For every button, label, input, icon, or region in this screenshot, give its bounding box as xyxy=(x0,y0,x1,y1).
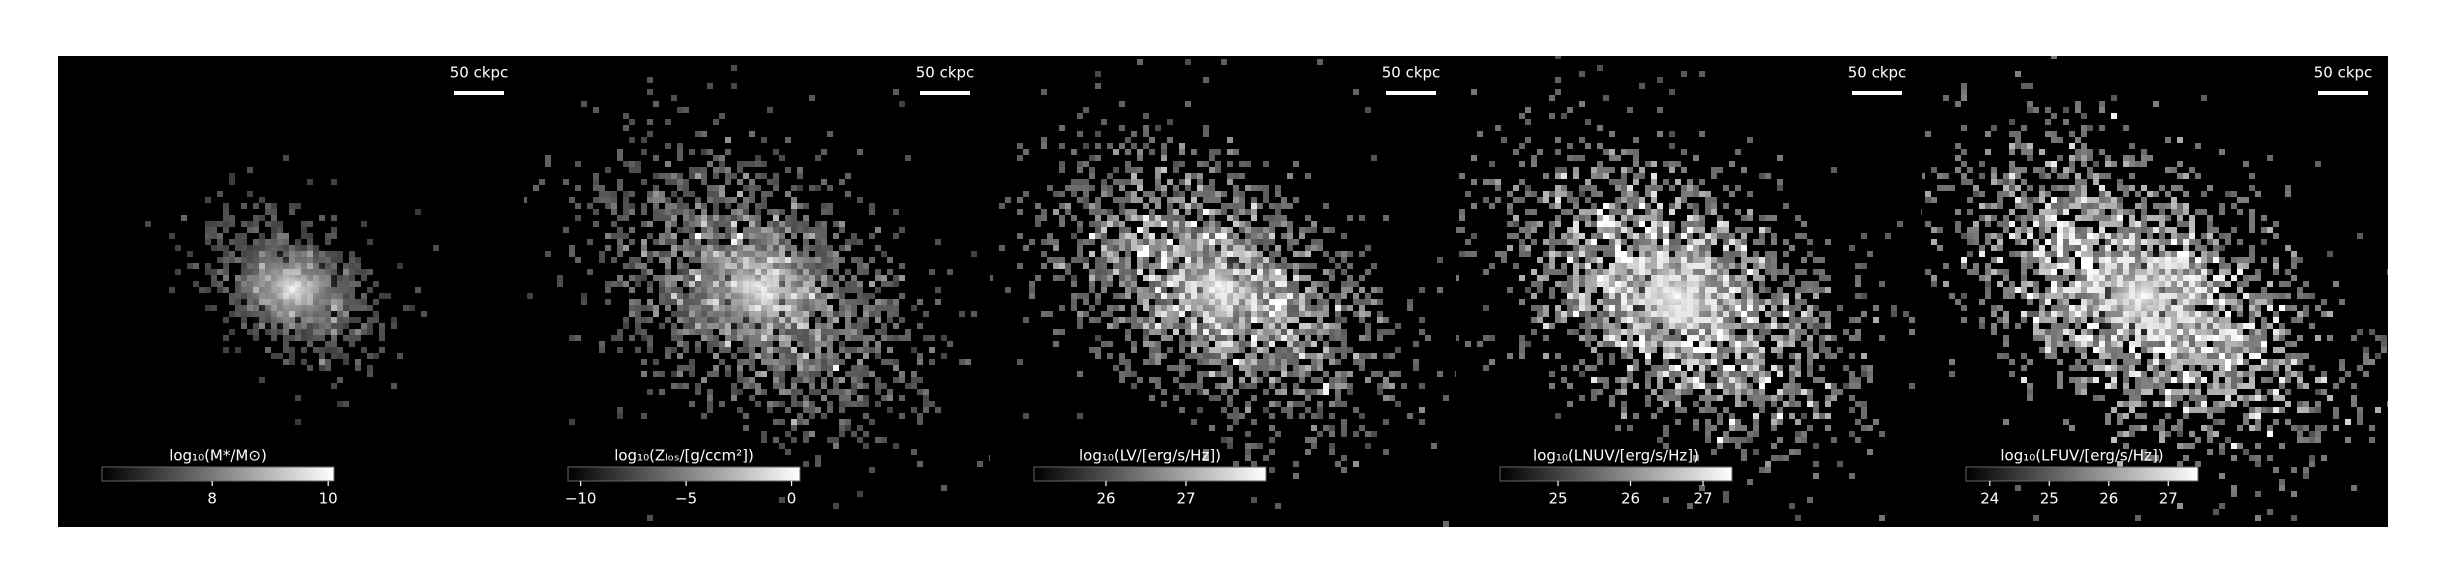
galaxy-image xyxy=(524,65,990,521)
panel: 50 ckpc log₁₀(LNUV/[erg/s/Hz]) 25 26 27 xyxy=(1456,56,1922,527)
galaxy-core xyxy=(1160,240,1280,336)
colorbar xyxy=(567,466,801,482)
panel: 50 ckpc log₁₀(M*/M⊙) 8 10 xyxy=(58,56,524,527)
colorbar-tick-label: 26 xyxy=(2099,490,2118,508)
scale-bar-label: 50 ckpc xyxy=(1848,64,1907,82)
colorbar-label: log₁₀(LV/[erg/s/Hz]) xyxy=(1079,447,1221,465)
colorbar-tick-label: 27 xyxy=(1693,490,1712,508)
colorbar-label: log₁₀(LFUV/[erg/s/Hz]) xyxy=(2000,447,2163,465)
panel: 50 ckpc log₁₀(LFUV/[erg/s/Hz]) 24 25 26 27 xyxy=(1922,56,2388,527)
colorbar-tick-label: 8 xyxy=(207,490,217,508)
colorbar-tick-label: 27 xyxy=(2159,490,2178,508)
galaxy-core xyxy=(689,232,829,344)
colorbar-tick-label: 26 xyxy=(1621,490,1640,508)
galaxy-core xyxy=(2077,244,2207,348)
galaxy-image xyxy=(990,59,1456,527)
colorbar-tick-label: 24 xyxy=(1980,490,1999,508)
galaxy-core xyxy=(233,240,353,336)
colorbar-tick-label: 26 xyxy=(1096,490,1115,508)
galaxy-core xyxy=(1611,244,1741,348)
galaxy-image xyxy=(145,155,439,425)
panel: 50 ckpc log₁₀(LV/[erg/s/Hz]) 26 27 xyxy=(990,56,1456,527)
colorbar xyxy=(1033,466,1267,482)
colorbar-tick-label: 27 xyxy=(1176,490,1195,508)
colorbar-tick-label: −10 xyxy=(565,490,597,508)
colorbar-tick-label: 25 xyxy=(2040,490,2059,508)
scale-bar-label: 50 ckpc xyxy=(916,64,975,82)
galaxy-image xyxy=(1456,56,1922,521)
colorbar-tick-label: 0 xyxy=(787,490,797,508)
colorbar-label: log₁₀(M*/M⊙) xyxy=(169,447,267,465)
panel: 50 ckpc log₁₀(Zₗₒₛ/[g/ccm²]) −10 −5 0 xyxy=(524,56,990,527)
colorbar xyxy=(101,466,335,482)
scale-bar-label: 50 ckpc xyxy=(2314,64,2373,82)
colorbar-tick-label: −5 xyxy=(675,490,697,508)
colorbar xyxy=(1499,466,1733,482)
colorbar-label: log₁₀(LNUV/[erg/s/Hz]) xyxy=(1533,447,1699,465)
scale-bar-label: 50 ckpc xyxy=(1382,64,1441,82)
colorbar xyxy=(1965,466,2199,482)
colorbar-label: log₁₀(Zₗₒₛ/[g/ccm²]) xyxy=(614,447,754,465)
scale-bar-label: 50 ckpc xyxy=(450,64,509,82)
colorbar-tick-label: 10 xyxy=(319,490,338,508)
colorbar-tick-label: 25 xyxy=(1548,490,1567,508)
galaxy-image xyxy=(1922,56,2388,521)
